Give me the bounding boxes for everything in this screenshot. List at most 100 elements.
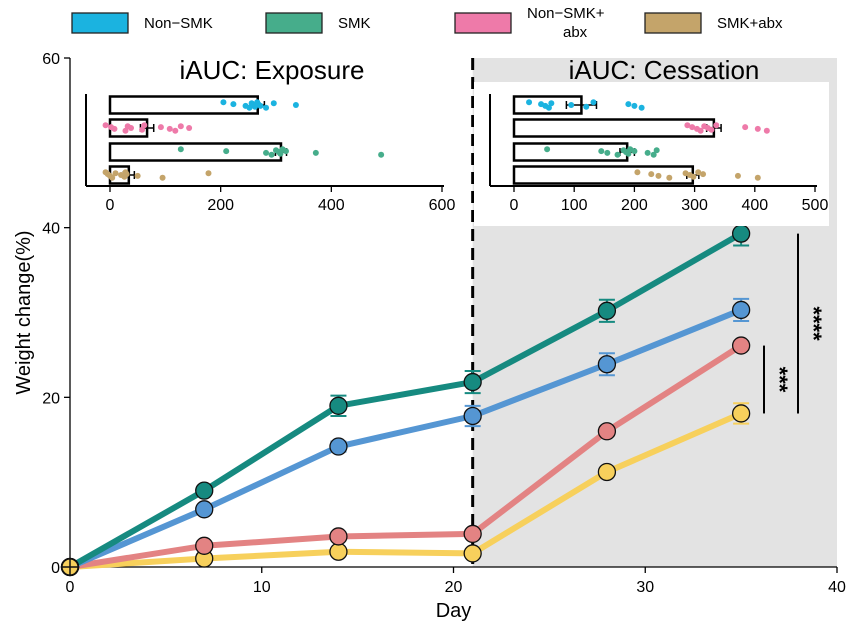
inset-data-point [122, 127, 129, 134]
data-point [463, 524, 482, 544]
inset-data-point [568, 102, 575, 108]
inset-title: iAUC: Cessation [569, 55, 760, 85]
x-tick-label: 30 [636, 579, 654, 596]
data-point [597, 422, 617, 441]
inset-x-tick-label: 600 [429, 197, 456, 214]
x-tick-label: 10 [253, 579, 271, 596]
series-line [69, 410, 743, 570]
inset-data-point [123, 171, 130, 178]
inset-x-tick-label: 0 [106, 197, 115, 214]
inset-data-point [734, 172, 741, 179]
inset-data-point [205, 170, 212, 177]
inset-bar [512, 165, 695, 185]
legend-swatch [454, 12, 512, 34]
inset-data-point [666, 174, 673, 181]
inset-data-point [697, 127, 704, 134]
data-point [597, 355, 617, 374]
inset-data-point [270, 100, 277, 107]
inset-data-point [655, 172, 662, 179]
inset-data-point [128, 125, 135, 131]
inset-data-point [634, 169, 641, 176]
legend-swatch [644, 12, 702, 34]
inset-x-tick-label: 0 [510, 197, 519, 214]
inset-data-point [177, 123, 184, 130]
inset-data-point [186, 125, 193, 131]
inset-data-point [263, 104, 270, 111]
inset-data-point [625, 150, 632, 157]
significance-label: **** [801, 306, 826, 341]
y-tick-label: 20 [42, 390, 60, 407]
inset-x-tick-label: 200 [621, 197, 648, 214]
legend-swatch [265, 12, 323, 34]
inset-data-point [277, 150, 284, 157]
inset-data-point [653, 147, 660, 154]
inset-data-point [638, 104, 645, 111]
legend-label: SMK [338, 15, 371, 32]
inset-data-point [172, 127, 179, 134]
inset-data-point [684, 122, 691, 129]
y-axis-title: Weight change(%) [13, 230, 35, 394]
inset-data-point [583, 103, 590, 110]
inset-data-point [282, 148, 289, 155]
data-point [731, 336, 751, 355]
inset-data-point [754, 125, 761, 132]
data-point [195, 536, 214, 555]
data-point [597, 301, 617, 320]
legend-label-line: abx [563, 24, 588, 41]
inset-data-point [263, 149, 270, 156]
inset-data-point [139, 126, 146, 133]
x-tick-label: 0 [66, 579, 75, 596]
inset-data-point [177, 146, 184, 153]
inset-bar [512, 118, 716, 138]
inset-data-point [713, 122, 720, 129]
inset-data-point [708, 126, 715, 133]
inset-data-point [141, 122, 148, 129]
inset-data-point [230, 101, 237, 108]
inset-data-point [648, 171, 655, 178]
legend-label: Non−SMK [144, 15, 213, 32]
inset-x-tick-label: 300 [681, 197, 708, 214]
series-line [68, 231, 743, 570]
inset-data-point [109, 174, 116, 181]
series-line [69, 343, 743, 570]
inset-data-point [695, 169, 702, 176]
data-point [731, 224, 751, 243]
legend: Non−SMK SMK Non−SMK+ abx SMK+abx [71, 5, 783, 41]
inset-x-tick-label: 100 [561, 197, 588, 214]
inset-data-point [257, 102, 264, 109]
inset-data-point [598, 148, 605, 155]
inset-bar [512, 142, 629, 162]
inset-chart: iAUC: Cessation 0 100 200 300 400 500 [474, 55, 829, 226]
inset-data-point [754, 174, 761, 181]
inset-data-point [166, 125, 173, 132]
inset-data-point [590, 99, 597, 106]
inset-data-point [312, 149, 319, 156]
inset-data-point [689, 124, 696, 131]
inset-data-point [134, 172, 141, 179]
y-tick-label: 0 [51, 560, 60, 577]
data-point [463, 544, 482, 563]
inset-data-point [690, 173, 697, 180]
data-point [731, 300, 751, 320]
legend-label-line: Non−SMK+ [527, 5, 605, 22]
inset-layer: iAUC: Exposure 0 200 400 600 iAUC: Cessation 0… [85, 55, 829, 226]
data-point [597, 462, 617, 482]
inset-x-tick-label: 500 [802, 197, 829, 214]
x-tick-label: 40 [828, 579, 846, 596]
inset-data-point [157, 124, 164, 131]
inset-bar [108, 142, 283, 162]
inset-data-point [220, 99, 227, 106]
inset-data-point [159, 174, 166, 181]
inset-data-point [644, 149, 651, 156]
inset-data-point [548, 100, 555, 107]
inset-data-point [378, 151, 385, 158]
inset-data-point [604, 149, 611, 156]
inset-data-point [650, 151, 657, 158]
x-axis-title: Day [436, 600, 472, 622]
data-point [329, 542, 348, 561]
data-point [731, 404, 751, 423]
inset-data-point [631, 148, 638, 155]
